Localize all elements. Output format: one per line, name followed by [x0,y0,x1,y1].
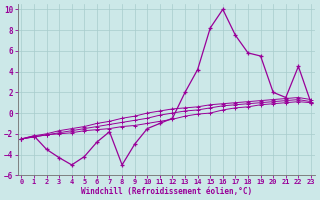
X-axis label: Windchill (Refroidissement éolien,°C): Windchill (Refroidissement éolien,°C) [81,187,252,196]
